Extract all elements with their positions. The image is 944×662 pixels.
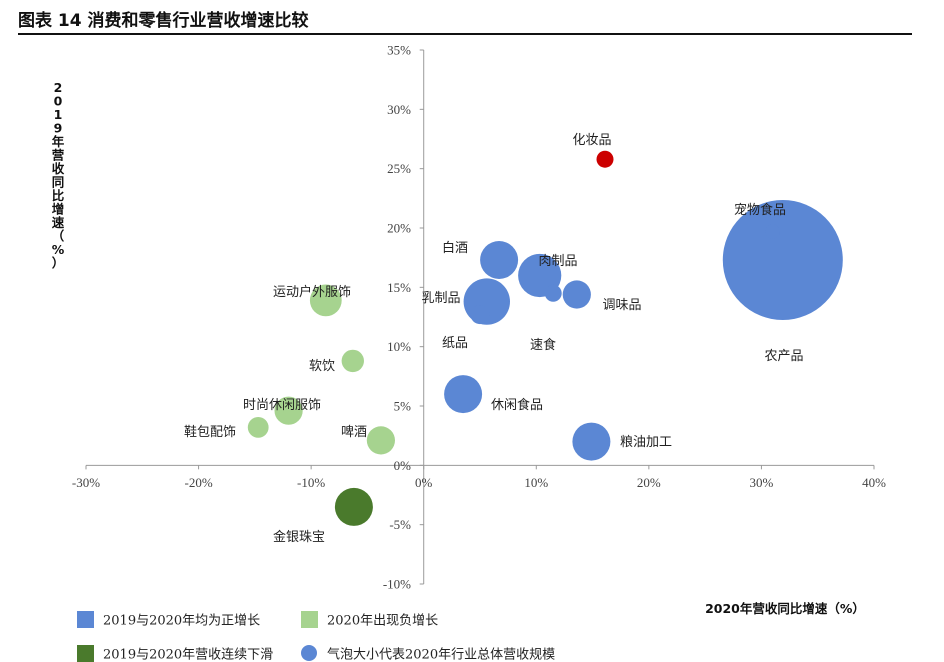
bubble-label: 纸品 <box>442 336 468 351</box>
legend-label: 2019与2020年均为正增长 <box>103 614 260 629</box>
bubble-label: 鞋包配饰 <box>184 424 236 440</box>
bubble-12 <box>309 284 342 317</box>
bubble-label: 时尚休闲服饰 <box>243 398 321 413</box>
y-tick-label: 35% <box>387 43 411 58</box>
bubble-label: 啤酒 <box>341 425 367 440</box>
bubble-label: 乳制品 <box>421 291 460 306</box>
bubble-17 <box>334 487 373 526</box>
bubble-2 <box>765 224 780 239</box>
y-tick-label: -5% <box>389 517 411 532</box>
legend-label: 2019与2020年营收连续下滑 <box>103 647 273 662</box>
y-tick-label: 30% <box>387 102 411 117</box>
bubble-label: 宠物食品 <box>734 202 786 218</box>
bubble-label: 白酒 <box>442 240 468 256</box>
bubble-11 <box>572 422 611 461</box>
axis-titles: 2020年营收同比增速（%） 2 0 1 9 年营收同比增速（%） <box>52 80 865 616</box>
bubble-16 <box>366 426 395 455</box>
y-tick-label: -10% <box>383 577 411 592</box>
y-tick-label: 25% <box>387 161 411 176</box>
x-tick-label: 10% <box>524 475 548 490</box>
x-tick-label: 20% <box>637 475 661 490</box>
y-tick-label: 10% <box>387 339 411 354</box>
x-tick-label: -30% <box>72 475 100 490</box>
legend-label: 2020年出现负增长 <box>327 614 438 629</box>
bubble-label: 速食 <box>530 337 556 353</box>
bubble-label: 金银珠宝 <box>273 529 325 545</box>
x-tick-label: -10% <box>297 475 325 490</box>
bubble-label: 粮油加工 <box>620 435 672 450</box>
bubble-15 <box>247 417 269 438</box>
x-tick-label: 40% <box>862 475 886 490</box>
y-axis-title: 2 0 1 9 年营收同比增速（%） <box>52 80 65 271</box>
legend-swatch <box>77 611 94 628</box>
bubble-3 <box>722 200 843 320</box>
bubble-14 <box>274 396 303 425</box>
bubble-label: 休闲食品 <box>491 397 543 413</box>
legend-label: 气泡大小代表2020年行业总体营收规模 <box>327 647 555 662</box>
bubble-label: 软饮 <box>309 359 335 374</box>
title-divider <box>18 33 912 35</box>
x-tick-label: 30% <box>750 475 774 490</box>
bubbles-layer <box>247 150 843 526</box>
bubble-9 <box>470 305 490 325</box>
bubble-8 <box>544 284 562 302</box>
bubble-label: 调味品 <box>602 298 641 313</box>
bubble-1 <box>596 150 614 168</box>
legend: 2019与2020年均为正增长 2020年出现负增长 2019与2020年营收连续下… <box>77 611 555 662</box>
bubble-13 <box>341 349 364 373</box>
bubble-6 <box>562 280 591 309</box>
x-axis-title: 2020年营收同比增速（%） <box>705 601 865 616</box>
y-tick-label: 0% <box>394 458 412 473</box>
x-tick-label: 0% <box>415 475 433 490</box>
legend-swatch <box>77 645 94 662</box>
page-title: 图表 14 消费和零售行业营收增速比较 <box>18 11 309 31</box>
legend-swatch-bubble <box>301 645 317 661</box>
y-tick-label: 15% <box>387 280 411 295</box>
axes-layer: -30% -20% -10% 0% 10% 20% 30% 40% 35% 30% 25% 20% 15… <box>72 43 886 592</box>
bubble-label: 农产品 <box>764 349 803 364</box>
legend-swatch <box>301 611 318 628</box>
bubble-4 <box>480 241 519 279</box>
x-tick-label: -20% <box>184 475 212 490</box>
y-tick-label: 5% <box>394 399 412 414</box>
bubble-label: 化妆品 <box>572 133 611 148</box>
bubble-label: 运动户外服饰 <box>273 284 351 300</box>
bubble-10 <box>444 375 483 414</box>
bubble-label: 肉制品 <box>538 254 577 269</box>
y-tick-label: 20% <box>387 221 411 236</box>
